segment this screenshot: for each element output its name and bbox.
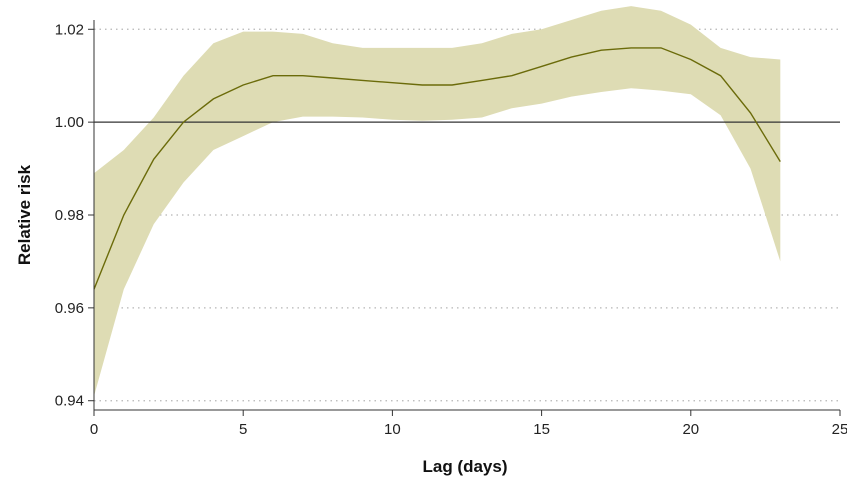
x-tick-label-2: 10 xyxy=(384,421,401,438)
y-tick-label-2: 0.98 xyxy=(55,207,84,224)
series-line-layer xyxy=(93,47,781,290)
axes-layer xyxy=(88,20,841,416)
series-line-0 xyxy=(93,47,781,290)
x-tick-label-5: 25 xyxy=(832,421,847,438)
y-tick-label-4: 1.02 xyxy=(55,21,84,38)
y-tick-label-3: 1.00 xyxy=(55,114,84,131)
x-tick-label-1: 5 xyxy=(239,421,247,438)
y-axis-title: Relative risk xyxy=(15,164,34,265)
x-tick-label-0: 0 xyxy=(90,421,98,438)
x-tick-label-3: 15 xyxy=(533,421,550,438)
tick-labels-layer: 0.94 0.96 0.98 1.00 1.02 0 5 10 15 20 25 xyxy=(55,21,847,438)
y-tick-label-1: 0.96 xyxy=(55,300,84,317)
x-tick-label-4: 20 xyxy=(682,421,699,438)
x-axis-title: Lag (days) xyxy=(422,457,507,476)
confidence-band-0 xyxy=(94,6,781,397)
confidence-band-layer xyxy=(94,6,781,397)
y-tick-label-0: 0.94 xyxy=(55,393,84,410)
grid-layer xyxy=(94,28,840,402)
